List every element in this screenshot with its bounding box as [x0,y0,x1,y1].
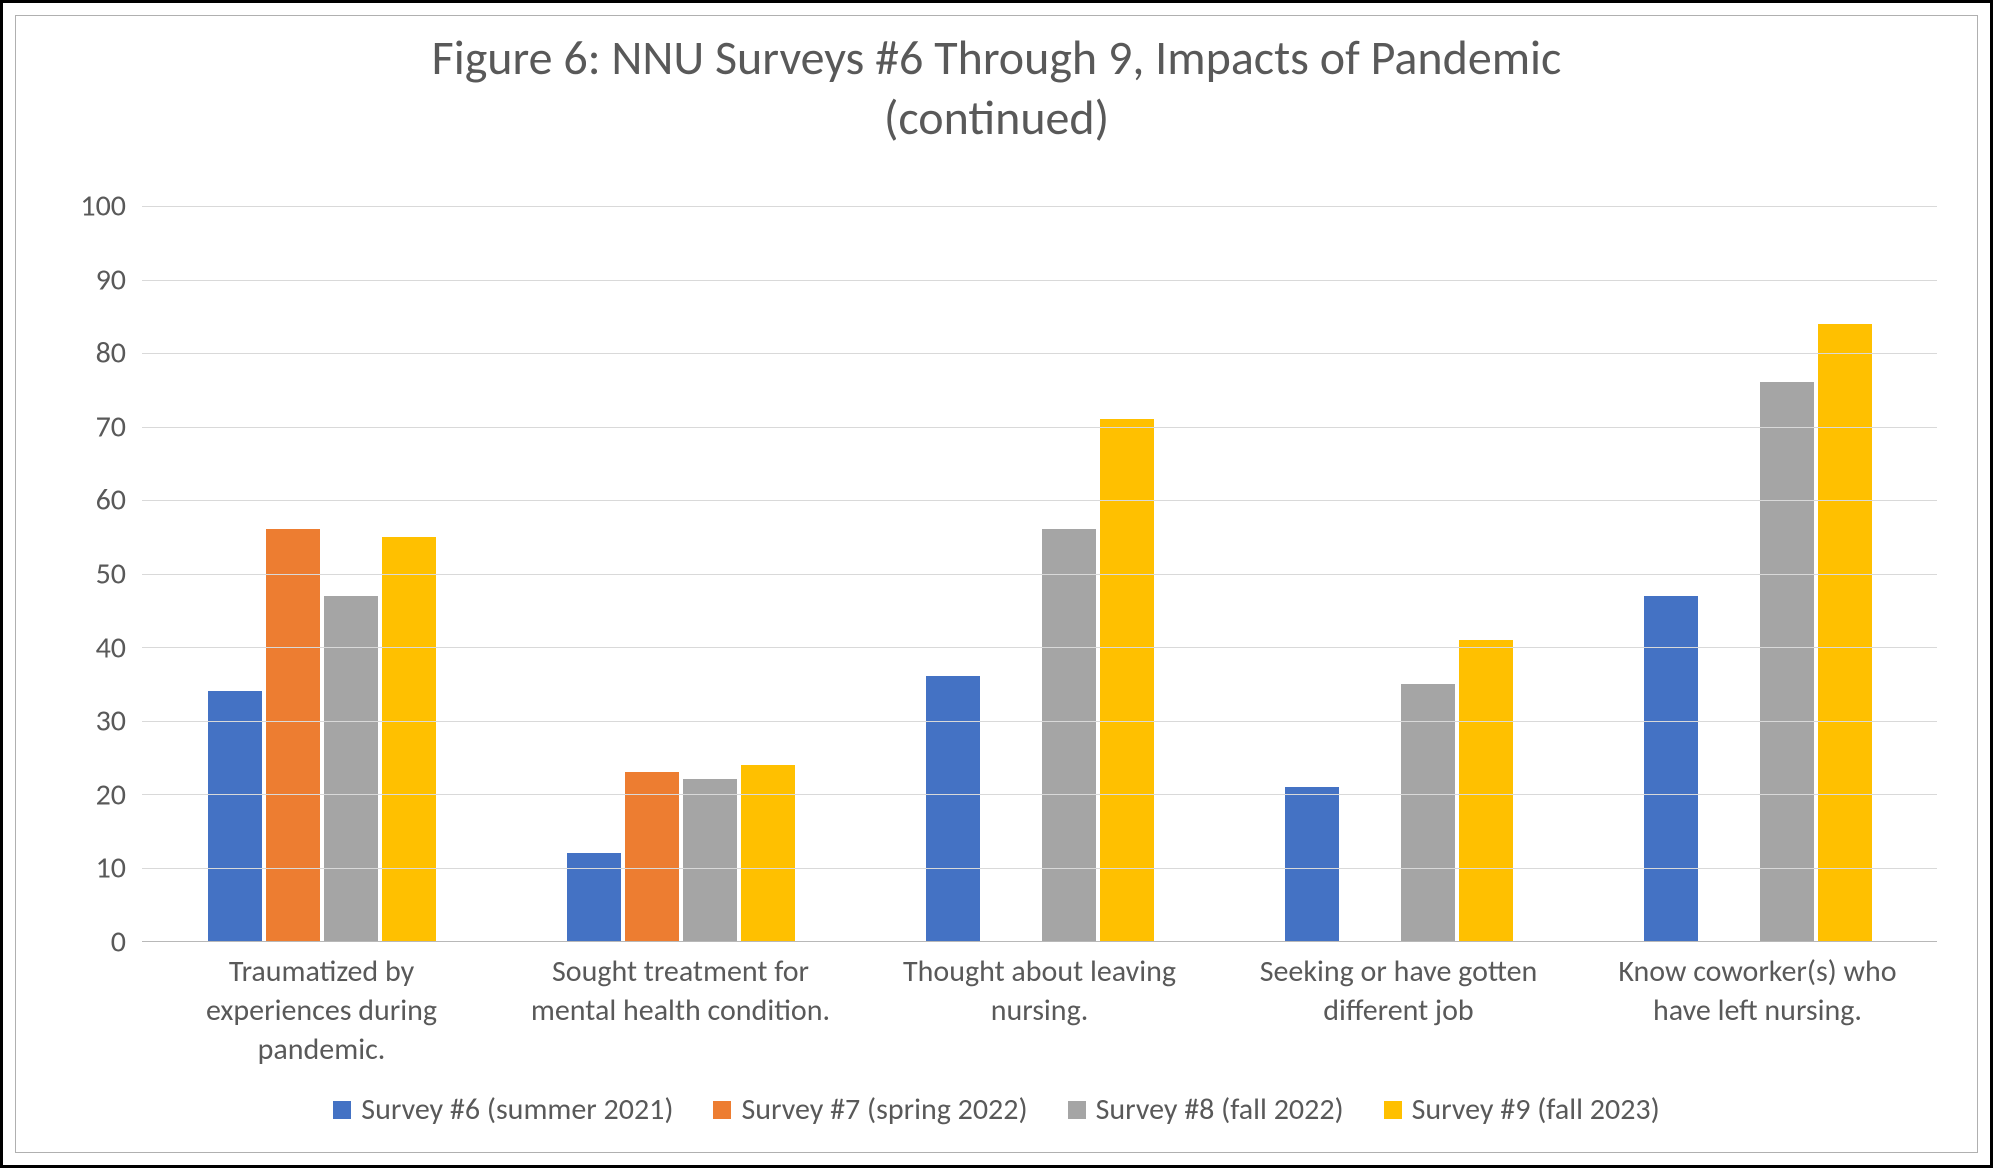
bar [926,676,980,941]
plot-wrap: 0102030405060708090100 Traumatized by ex… [46,206,1947,942]
x-axis-label: Seeking or have gotten different job [1219,942,1578,1069]
grid-line [142,206,1937,207]
bar [1818,324,1872,941]
legend-item: Survey #8 (fall 2022) [1068,1091,1344,1128]
y-axis: 0102030405060708090100 [46,206,136,942]
bar [1100,419,1154,941]
legend-swatch [1384,1101,1402,1119]
chart-inner-frame: Figure 6: NNU Surveys #6 Through 9, Impa… [15,15,1978,1153]
x-axis-label: Know coworker(s) who have left nursing. [1578,942,1937,1069]
x-axis-labels: Traumatized by experiences during pandem… [142,942,1937,1069]
y-tick-label: 70 [96,408,126,445]
chart-container: Figure 6: NNU Surveys #6 Through 9, Impa… [0,0,1993,1168]
bar [741,765,795,941]
bar [567,853,621,941]
bar [1760,382,1814,941]
legend-swatch [1068,1101,1086,1119]
chart-title-line1: Figure 6: NNU Surveys #6 Through 9, Impa… [432,28,1562,87]
legend-item: Survey #6 (summer 2021) [333,1091,673,1128]
grid-line [142,427,1937,428]
bar [1285,787,1339,941]
bar [382,537,436,941]
legend-swatch [713,1101,731,1119]
grid-line [142,721,1937,722]
y-tick-label: 30 [96,703,126,740]
legend-label: Survey #9 (fall 2023) [1412,1091,1660,1128]
grid-line [142,280,1937,281]
plot-area [142,206,1937,942]
y-tick-label: 90 [96,261,126,298]
y-tick-label: 100 [80,188,126,225]
grid-line [142,500,1937,501]
grid-line [142,647,1937,648]
legend-label: Survey #6 (summer 2021) [361,1091,673,1128]
bar [1042,529,1096,941]
bar [625,772,679,941]
y-tick-label: 80 [96,335,126,372]
grid-line [142,868,1937,869]
bar [683,779,737,941]
grid-line [142,353,1937,354]
y-tick-label: 60 [96,482,126,519]
bar [1459,640,1513,941]
legend-label: Survey #8 (fall 2022) [1096,1091,1344,1128]
legend-swatch [333,1101,351,1119]
y-tick-label: 0 [111,924,126,961]
x-axis-label: Thought about leaving nursing. [860,942,1219,1069]
y-tick-label: 50 [96,556,126,593]
y-tick-label: 20 [96,776,126,813]
bar [1401,684,1455,941]
x-axis-label: Traumatized by experiences during pandem… [142,942,501,1069]
bar [208,691,262,941]
legend-item: Survey #7 (spring 2022) [713,1091,1027,1128]
chart-title: Figure 6: NNU Surveys #6 Through 9, Impa… [16,16,1977,148]
legend: Survey #6 (summer 2021) Survey #7 (spring… [16,1091,1977,1128]
y-tick-label: 10 [96,850,126,887]
y-tick-label: 40 [96,629,126,666]
chart-title-line2: (continued) [884,88,1109,147]
x-axis-label: Sought treatment for mental health condi… [501,942,860,1069]
legend-label: Survey #7 (spring 2022) [741,1091,1027,1128]
legend-item: Survey #9 (fall 2023) [1384,1091,1660,1128]
bar [266,529,320,941]
grid-line [142,574,1937,575]
grid-line [142,794,1937,795]
